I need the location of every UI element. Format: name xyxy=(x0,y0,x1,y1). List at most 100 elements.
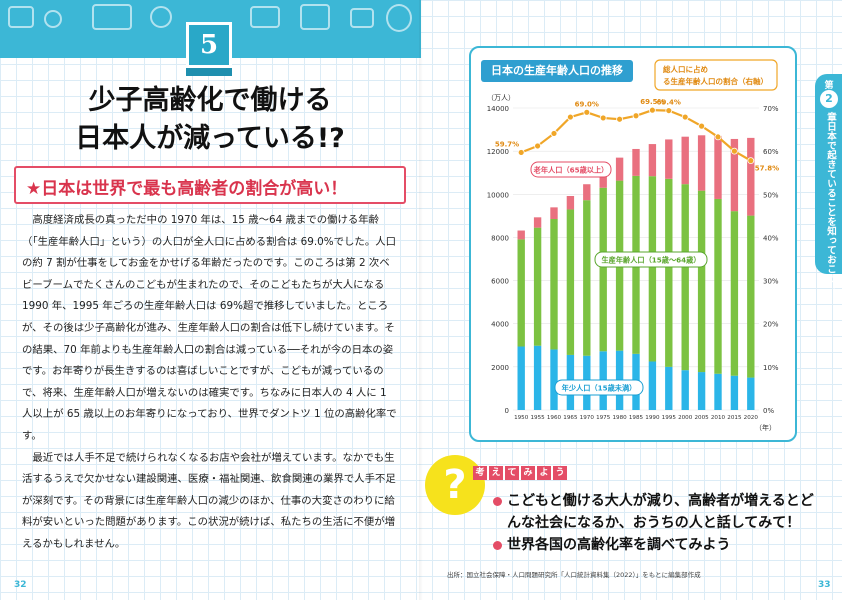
body-text: 高度経済成長の真っただ中の 1970 年は、15 歳～64 歳までの働ける年齢（… xyxy=(22,210,400,556)
bar-segment xyxy=(517,230,525,240)
y2-tick-label: 30% xyxy=(763,278,779,286)
bar-segment xyxy=(747,215,755,378)
bar-segment xyxy=(714,135,722,199)
y2-tick-label: 20% xyxy=(763,321,779,329)
x-axis-label: （年） xyxy=(755,423,776,432)
line-point xyxy=(747,157,755,165)
bar-segment xyxy=(747,377,755,410)
series-callout-box xyxy=(530,161,612,178)
bar-segment xyxy=(599,168,607,188)
bar-segment xyxy=(632,148,640,176)
series-callout-box xyxy=(594,251,708,268)
bar-segment xyxy=(681,136,689,185)
line-legend-box xyxy=(654,59,778,91)
monitor-icon xyxy=(250,6,280,28)
bar-segment xyxy=(583,200,591,356)
question-mark-icon: ? xyxy=(425,455,485,515)
bar-segment xyxy=(517,239,525,347)
section-ribbon xyxy=(186,68,232,76)
line-point xyxy=(681,113,689,121)
right-page: 0 2000 4000 6000 8000 10000 12000 14000 0% 10% 20%… xyxy=(421,0,842,600)
x-tick-label: 1985 xyxy=(629,415,644,421)
series-callout-label: 年少人口（15歳未満） xyxy=(562,384,637,393)
x-tick-label: 1960 xyxy=(547,415,562,421)
think-tag-char: よ xyxy=(537,466,551,480)
line-point xyxy=(550,130,558,137)
document-icon xyxy=(350,8,374,28)
y-tick-label: 4000 xyxy=(491,321,509,329)
x-tick-label: 1970 xyxy=(580,415,595,421)
chart-title: 日本の生産年齢人口の推移 xyxy=(481,60,633,82)
bar-segment xyxy=(566,195,575,210)
line-legend-text-1: 総人口に占め xyxy=(663,64,708,74)
line-data-label: 57.8% xyxy=(755,165,779,173)
bar-segment xyxy=(730,138,739,212)
line-point xyxy=(567,113,574,121)
calculator-icon xyxy=(8,6,34,28)
think-tag-char: て xyxy=(505,466,519,480)
line-data-label: 69.4% xyxy=(657,99,681,107)
line-point xyxy=(632,112,640,120)
series-callout-label: 生産年齢人口（15歳～64歳） xyxy=(601,256,700,265)
source-note: 出所：国立社会保障・人口問題研究所「人口統計資料集（2022）」をもとに編集部作… xyxy=(447,571,701,579)
page-number-right: 33 xyxy=(818,580,831,590)
think-tag-char: え xyxy=(489,466,503,480)
bar-segment xyxy=(648,144,657,177)
chapter-number: 2 xyxy=(820,90,838,108)
y2-tick-label: 10% xyxy=(763,364,779,372)
page-title-line1: 少子高齢化で働ける xyxy=(88,85,332,116)
bar-segment xyxy=(714,373,722,410)
page-title-line2: 日本人が減っている!? xyxy=(75,123,345,154)
x-tick-label: 1975 xyxy=(596,415,611,421)
bar-segment xyxy=(681,370,689,410)
line-point xyxy=(665,107,673,114)
chapter-label: 第 xyxy=(824,81,834,91)
x-tick-label: 2015 xyxy=(727,415,742,421)
subheading-frame xyxy=(14,166,406,204)
x-tick-label: 2000 xyxy=(678,415,693,421)
y-tick-label: 12000 xyxy=(487,148,509,156)
section-number: 5 xyxy=(186,22,232,68)
subheading: ★日本は世界で最も高齢者の割合が高い！ xyxy=(26,179,348,199)
y-tick-label: 2000 xyxy=(491,364,509,372)
bar-segment xyxy=(714,198,722,374)
x-tick-label: 1995 xyxy=(662,415,677,421)
series-callout-box xyxy=(554,379,644,396)
y2-tick-label: 60% xyxy=(763,148,779,156)
line-data-label: 69.0% xyxy=(575,100,599,108)
think-tag: 考 え て み よ う xyxy=(473,466,567,480)
bar-segment xyxy=(648,176,657,362)
bar-segment xyxy=(550,219,558,350)
bar-segment xyxy=(533,345,542,410)
line-point xyxy=(616,115,624,123)
chart: 0 2000 4000 6000 8000 10000 12000 14000 0% 10% 20%… xyxy=(487,59,779,432)
line-point xyxy=(730,147,738,155)
line-point xyxy=(517,149,525,156)
bar-segment xyxy=(517,346,525,410)
x-tick-label: 2010 xyxy=(711,415,726,421)
bar-segment xyxy=(730,211,739,376)
bar-segment xyxy=(697,372,706,410)
globe-icon xyxy=(386,4,412,32)
line-point xyxy=(599,114,607,122)
y2-tick-label: 70% xyxy=(763,105,779,113)
chapter-title: 章日本で起きていることを知っておこう！ xyxy=(822,112,836,293)
bank-icon xyxy=(300,4,330,30)
x-tick-label: 1980 xyxy=(612,415,627,421)
chapter-suffix: 章 xyxy=(825,112,836,122)
left-page: 5 少子高齢化で働ける 日本人が減っている!? ★日本は世界で最も高齢者の割合が… xyxy=(0,0,421,590)
line-legend-text-2: る生産年齢人口の割合（右軸） xyxy=(663,76,768,86)
line-point xyxy=(698,122,706,130)
x-tick-label: 1990 xyxy=(645,415,660,421)
line-point xyxy=(534,142,541,150)
bar-segment xyxy=(697,190,706,373)
page-title: 少子高齢化で働ける 日本人が減っている!? xyxy=(30,82,390,158)
think-item-text: こどもと働ける大人が減り、高齢者が増えるとどんな社会になるか、おうちの人と話して… xyxy=(507,493,814,531)
gutter xyxy=(419,0,423,600)
line-data-label: 59.7% xyxy=(495,140,519,148)
bar-segment xyxy=(533,217,542,228)
think-tag-char: う xyxy=(553,466,567,480)
y-tick-label: 0 xyxy=(505,407,509,415)
bar-segment xyxy=(533,227,542,346)
bar-segment xyxy=(697,135,706,191)
